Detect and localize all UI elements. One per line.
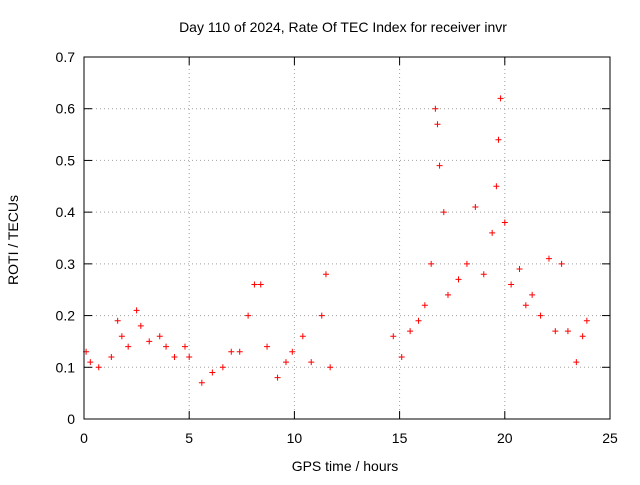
data-point	[428, 260, 435, 267]
data-point	[489, 229, 496, 236]
data-point	[95, 364, 102, 371]
data-point	[493, 183, 500, 190]
grid-lines	[84, 57, 610, 419]
y-tick-label: 0.2	[56, 308, 76, 324]
data-point	[432, 105, 439, 112]
x-tick-label: 5	[185, 430, 193, 446]
x-tick-label: 15	[392, 430, 408, 446]
axis-ticks: 0 0.1 0.2 0.3 0.4 0.5 0.6 0.7 0 5 10 15 20 25	[56, 49, 618, 446]
y-tick-label: 0.3	[56, 256, 76, 272]
data-point	[573, 359, 580, 366]
data-point	[181, 343, 188, 350]
data-point	[390, 333, 397, 340]
data-point	[440, 209, 447, 216]
data-point	[228, 348, 235, 355]
data-point	[114, 317, 121, 324]
data-point	[579, 333, 586, 340]
data-point	[516, 266, 523, 273]
y-tick-label: 0.7	[56, 49, 76, 65]
data-point	[322, 271, 329, 278]
data-point	[282, 359, 289, 366]
data-points	[83, 95, 590, 386]
x-tick-label: 0	[80, 430, 88, 446]
data-point	[495, 136, 502, 143]
data-point	[236, 348, 243, 355]
data-point	[545, 255, 552, 262]
data-point	[156, 333, 163, 340]
data-point	[125, 343, 132, 350]
data-point	[529, 291, 536, 298]
data-point	[421, 302, 428, 309]
y-tick-label: 0	[67, 411, 75, 427]
y-tick-label: 0.5	[56, 152, 76, 168]
data-point	[444, 291, 451, 298]
data-point	[508, 281, 515, 288]
x-tick-label: 20	[497, 430, 513, 446]
data-point	[186, 353, 193, 360]
data-point	[146, 338, 153, 345]
data-point	[455, 276, 462, 283]
y-tick-label: 0.6	[56, 101, 76, 117]
data-point	[264, 343, 271, 350]
data-point	[257, 281, 264, 288]
data-point	[245, 312, 252, 319]
data-point	[472, 203, 479, 210]
data-point	[171, 353, 178, 360]
data-point	[289, 348, 296, 355]
data-point	[434, 121, 441, 128]
data-point	[87, 359, 94, 366]
data-point	[327, 364, 334, 371]
data-point	[274, 374, 281, 381]
x-axis-label: GPS time / hours	[292, 458, 399, 474]
data-point	[118, 333, 125, 340]
data-point	[497, 95, 504, 102]
data-point	[137, 322, 144, 329]
y-tick-label: 0.4	[56, 204, 76, 220]
data-point	[407, 328, 414, 335]
data-point	[537, 312, 544, 319]
data-point	[219, 364, 226, 371]
data-point	[415, 317, 422, 324]
y-axis-label: ROTI / TECUs	[5, 195, 21, 285]
data-point	[251, 281, 258, 288]
data-point	[209, 369, 216, 376]
data-point	[564, 328, 571, 335]
data-point	[163, 343, 170, 350]
data-point	[552, 328, 559, 335]
chart-title: Day 110 of 2024, Rate Of TEC Index for r…	[179, 19, 507, 35]
data-point	[318, 312, 325, 319]
x-tick-label: 25	[602, 430, 618, 446]
data-point	[398, 353, 405, 360]
data-point	[522, 302, 529, 309]
data-point	[480, 271, 487, 278]
x-tick-label: 10	[287, 430, 303, 446]
data-point	[463, 260, 470, 267]
data-point	[583, 317, 590, 324]
data-point	[299, 333, 306, 340]
data-point	[108, 353, 115, 360]
data-point	[198, 379, 205, 386]
plot-frame	[83, 56, 611, 420]
data-point	[133, 307, 140, 314]
data-point	[436, 162, 443, 169]
data-point	[558, 260, 565, 267]
data-point	[308, 359, 315, 366]
data-point	[501, 219, 508, 226]
y-tick-label: 0.1	[56, 359, 76, 375]
